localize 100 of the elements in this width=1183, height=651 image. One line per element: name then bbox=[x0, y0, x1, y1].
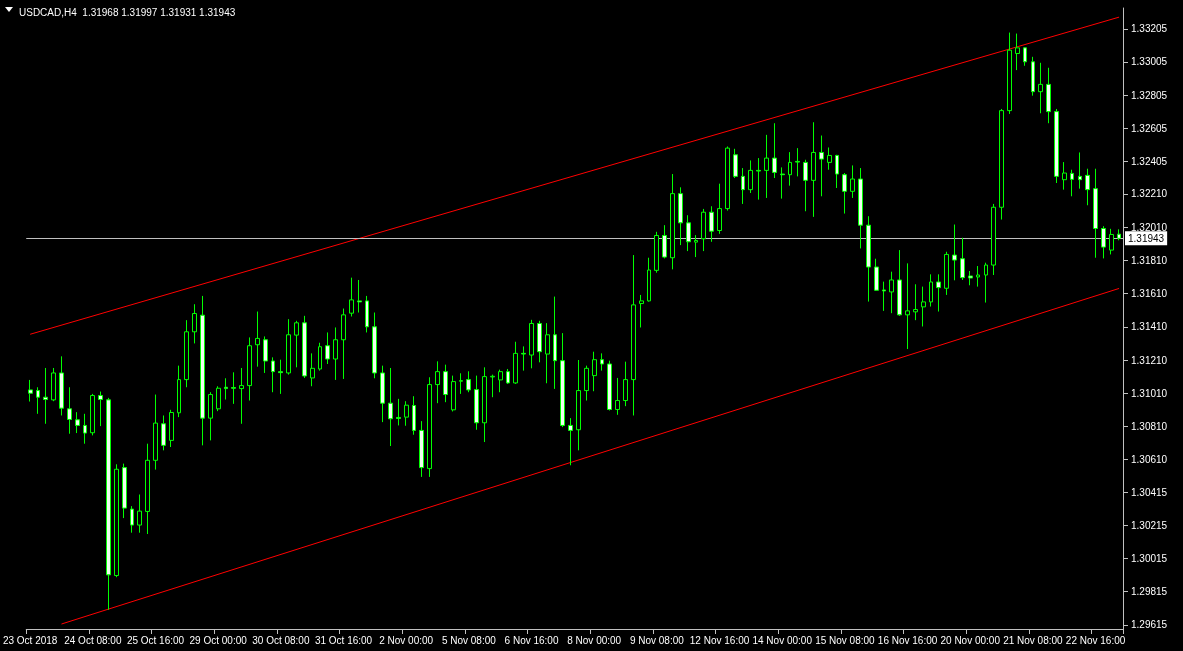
candlestick bbox=[435, 360, 440, 404]
y-tick-label: 1.30015 bbox=[1131, 552, 1168, 564]
candlestick bbox=[67, 386, 72, 435]
candlestick bbox=[717, 183, 722, 235]
y-tick-label: 1.29815 bbox=[1131, 586, 1168, 598]
candlestick bbox=[271, 356, 275, 393]
candlestick bbox=[231, 371, 236, 405]
candlestick bbox=[819, 135, 824, 197]
candlestick bbox=[90, 393, 95, 436]
candlestick bbox=[662, 224, 667, 259]
candlestick bbox=[169, 409, 174, 448]
candlestick bbox=[694, 234, 698, 258]
candlestick bbox=[427, 376, 432, 478]
candlestick bbox=[474, 375, 479, 431]
candlestick bbox=[968, 270, 973, 286]
candlestick bbox=[98, 391, 103, 427]
candlestick bbox=[216, 385, 221, 412]
candlestick bbox=[255, 311, 260, 368]
candlestick bbox=[325, 331, 330, 365]
candlestick bbox=[451, 375, 456, 412]
candlestick bbox=[991, 203, 996, 276]
x-tick-label: 31 Oct 16:00 bbox=[314, 634, 373, 646]
candlestick bbox=[960, 237, 965, 281]
candlestick bbox=[114, 463, 119, 578]
candlestick bbox=[795, 147, 800, 177]
candlestick bbox=[756, 157, 761, 201]
candlestick bbox=[333, 326, 338, 381]
candlestick bbox=[647, 257, 651, 303]
x-tick-label: 20 Nov 00:00 bbox=[940, 634, 1001, 646]
candlestick bbox=[1109, 228, 1114, 255]
candlestick bbox=[224, 377, 228, 401]
y-tick-label: 1.31610 bbox=[1131, 288, 1168, 300]
candlestick bbox=[984, 262, 988, 304]
candlestick bbox=[75, 411, 80, 434]
candlestick bbox=[1007, 32, 1012, 115]
candlestick bbox=[513, 341, 518, 385]
candlestick bbox=[1085, 168, 1090, 206]
candlestick bbox=[600, 352, 604, 372]
candlestick bbox=[208, 391, 213, 441]
x-tick-label: 14 Nov 00:00 bbox=[752, 634, 813, 646]
candlestick bbox=[1070, 169, 1074, 197]
candlestick bbox=[412, 395, 416, 436]
candlestick bbox=[944, 251, 949, 296]
candlestick bbox=[294, 320, 299, 368]
candlestick bbox=[1093, 168, 1098, 259]
candlestick bbox=[623, 361, 628, 407]
candlestick bbox=[592, 351, 597, 392]
candlestick bbox=[835, 154, 839, 189]
x-tick-label: 30 Oct 08:00 bbox=[252, 634, 310, 646]
candlestick bbox=[560, 332, 565, 428]
candlestick bbox=[725, 145, 730, 212]
y-tick-label: 1.30415 bbox=[1131, 486, 1168, 498]
candlestick bbox=[396, 398, 401, 426]
candlestick bbox=[733, 148, 738, 179]
x-tick-label: 9 Nov 08:00 bbox=[629, 634, 685, 646]
candlestick bbox=[764, 134, 769, 199]
candlestick bbox=[537, 320, 542, 363]
candlestick bbox=[466, 370, 471, 393]
candlestick bbox=[842, 172, 847, 215]
candlestick bbox=[59, 355, 64, 416]
candlestick bbox=[247, 336, 252, 402]
candlestick bbox=[490, 374, 495, 398]
candlestick bbox=[741, 167, 745, 205]
candlestick bbox=[999, 108, 1004, 221]
candlestick bbox=[145, 443, 150, 535]
candlestick bbox=[83, 413, 87, 445]
candlestick bbox=[788, 151, 792, 187]
candlestick bbox=[686, 214, 691, 252]
candlestick bbox=[936, 273, 941, 313]
candlestick bbox=[506, 368, 510, 385]
candlestick bbox=[897, 249, 902, 317]
candlestick bbox=[239, 367, 244, 425]
candlestick bbox=[122, 463, 127, 519]
candlestick bbox=[200, 295, 205, 446]
y-tick-label: 1.29615 bbox=[1131, 619, 1168, 631]
candlestick bbox=[106, 397, 111, 611]
x-tick-label: 22 Nov 16:00 bbox=[1065, 634, 1126, 646]
y-tick-label: 1.30215 bbox=[1131, 519, 1168, 531]
x-tick-label: 6 Nov 16:00 bbox=[504, 634, 559, 646]
candlestick bbox=[874, 258, 879, 292]
candlestick bbox=[1054, 108, 1059, 184]
candlestick bbox=[1038, 62, 1043, 114]
x-tick-label: 21 Nov 08:00 bbox=[1003, 634, 1064, 646]
candlestick bbox=[153, 394, 158, 471]
candlestick bbox=[302, 315, 307, 379]
y-tick-label: 1.32805 bbox=[1131, 89, 1168, 101]
candlestick bbox=[1023, 47, 1027, 67]
candlestick bbox=[929, 273, 933, 308]
candlestick bbox=[553, 296, 557, 390]
candlestick bbox=[278, 359, 283, 395]
chart-title: USDCAD,H4 1.31968 1.31997 1.31931 1.31943 bbox=[19, 6, 236, 18]
candlestick bbox=[827, 146, 832, 171]
candlestick bbox=[349, 277, 354, 318]
y-tick-label: 1.32405 bbox=[1131, 156, 1168, 168]
candlestick bbox=[1101, 225, 1106, 259]
candlestick bbox=[286, 318, 291, 376]
candlestick bbox=[850, 164, 855, 199]
y-tick-label: 1.31410 bbox=[1131, 321, 1168, 333]
x-tick-label: 2 Nov 00:00 bbox=[379, 634, 434, 646]
candlestick bbox=[709, 205, 714, 243]
